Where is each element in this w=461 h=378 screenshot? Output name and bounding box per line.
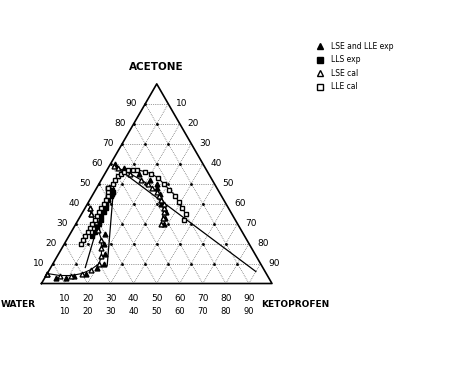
- Text: 80: 80: [257, 239, 268, 248]
- Text: 30: 30: [200, 139, 211, 148]
- Text: 90: 90: [269, 259, 280, 268]
- Text: 70: 70: [197, 307, 208, 316]
- Text: 20: 20: [82, 294, 93, 303]
- Text: 30: 30: [105, 294, 116, 303]
- Text: 40: 40: [211, 159, 222, 168]
- Text: ACETONE: ACETONE: [130, 62, 184, 72]
- Legend: LSE and LLE exp, LLS exp, LSE cal, LLE cal: LSE and LLE exp, LLS exp, LSE cal, LLE c…: [313, 42, 394, 91]
- Text: 10: 10: [34, 259, 45, 268]
- Text: 50: 50: [152, 307, 162, 316]
- Text: 10: 10: [177, 99, 188, 108]
- Text: 90: 90: [126, 99, 137, 108]
- Text: 70: 70: [103, 139, 114, 148]
- Text: 50: 50: [151, 294, 162, 303]
- Text: 40: 40: [128, 294, 139, 303]
- Text: 70: 70: [197, 294, 208, 303]
- Text: 10: 10: [59, 307, 70, 316]
- Text: KETOPROFEN: KETOPROFEN: [261, 300, 329, 309]
- Text: 60: 60: [174, 294, 185, 303]
- Text: 20: 20: [188, 119, 199, 128]
- Text: 90: 90: [243, 294, 254, 303]
- Text: 40: 40: [68, 199, 80, 208]
- Text: 40: 40: [129, 307, 139, 316]
- Text: WATER: WATER: [1, 300, 36, 309]
- Text: 50: 50: [80, 179, 91, 188]
- Text: 80: 80: [220, 294, 231, 303]
- Text: 60: 60: [174, 307, 185, 316]
- Text: 30: 30: [105, 307, 116, 316]
- Text: 20: 20: [83, 307, 93, 316]
- Text: 80: 80: [114, 119, 126, 128]
- Text: 80: 80: [220, 307, 231, 316]
- Text: 10: 10: [59, 294, 70, 303]
- Text: 90: 90: [244, 307, 254, 316]
- Text: 20: 20: [45, 239, 56, 248]
- Text: 30: 30: [57, 219, 68, 228]
- Text: 50: 50: [223, 179, 234, 188]
- Text: 60: 60: [91, 159, 103, 168]
- Text: 70: 70: [246, 219, 257, 228]
- Text: 60: 60: [234, 199, 245, 208]
